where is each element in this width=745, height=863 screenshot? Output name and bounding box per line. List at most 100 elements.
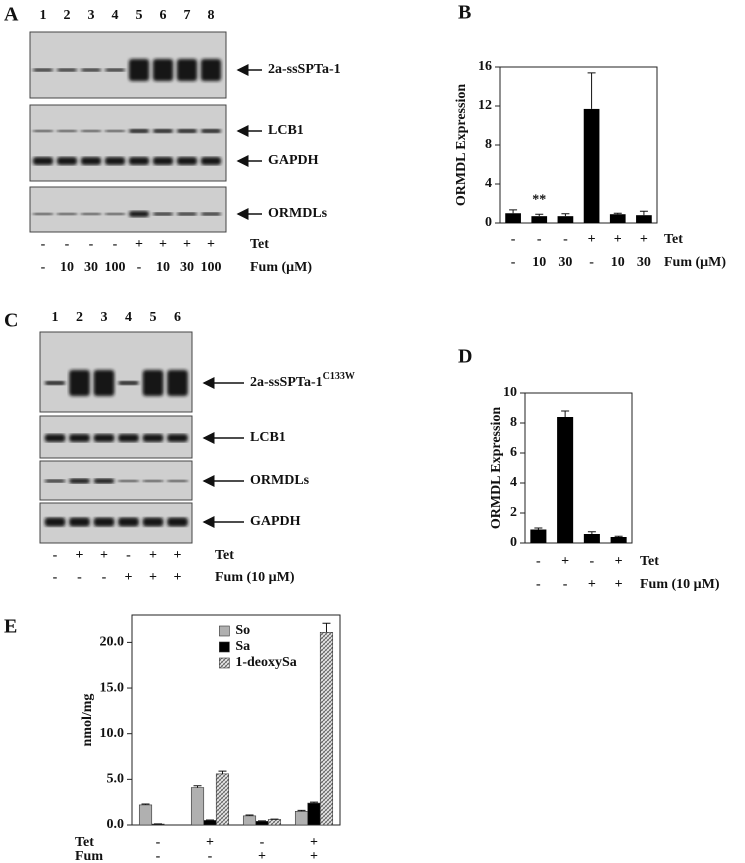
blot-band bbox=[93, 434, 115, 442]
y-tick-label: 20.0 bbox=[100, 635, 125, 650]
band-label: LCB1 bbox=[268, 123, 304, 138]
blot-band bbox=[128, 211, 150, 217]
condition-label: 30 bbox=[180, 260, 194, 275]
condition-label: - bbox=[41, 260, 46, 275]
blot-panel bbox=[29, 186, 227, 233]
condition-name: Tet bbox=[250, 237, 269, 252]
legend-label: 1-deoxySa bbox=[235, 655, 296, 670]
blot-band bbox=[69, 434, 90, 442]
y-tick-label: 8 bbox=[485, 137, 492, 152]
condition-label: + bbox=[76, 548, 84, 563]
blot-band bbox=[200, 212, 222, 216]
band-label-text: ORMDLs bbox=[250, 473, 310, 488]
condition-label: 10 bbox=[611, 255, 625, 270]
panel-letter: E bbox=[4, 616, 17, 638]
blot-band bbox=[200, 59, 222, 81]
blot-band bbox=[104, 213, 126, 215]
lane-number: 6 bbox=[174, 310, 181, 325]
y-tick-label: 6 bbox=[510, 445, 517, 460]
condition-label: - bbox=[589, 255, 594, 270]
blot-band bbox=[56, 130, 78, 132]
condition-name: Tet bbox=[664, 232, 683, 247]
y-tick-label: 5.0 bbox=[107, 772, 125, 787]
plot-frame bbox=[131, 614, 341, 826]
y-axis-label: ORMDL Expression bbox=[489, 407, 504, 529]
bar bbox=[583, 108, 600, 223]
band-label: 2a-ssSPTa-1 bbox=[268, 62, 341, 77]
condition-label: + bbox=[174, 570, 182, 585]
blot-band bbox=[167, 517, 188, 527]
condition-label: + bbox=[159, 237, 167, 252]
legend-label: So bbox=[235, 623, 250, 638]
condition-label: - bbox=[536, 577, 541, 592]
blot-panel bbox=[29, 104, 227, 182]
band-label-superscript: C133W bbox=[323, 371, 355, 382]
blot-band bbox=[80, 213, 102, 215]
blot-band bbox=[128, 59, 150, 81]
band-label-text: LCB1 bbox=[268, 123, 304, 138]
bar bbox=[557, 216, 574, 223]
blot-band bbox=[142, 480, 164, 482]
bar bbox=[215, 773, 230, 826]
condition-label: + bbox=[615, 554, 623, 569]
condition-label: - bbox=[126, 548, 131, 563]
error-bar bbox=[297, 809, 306, 812]
bar bbox=[190, 787, 205, 826]
condition-name: Fum (μM) bbox=[664, 255, 726, 270]
condition-label: + bbox=[183, 237, 191, 252]
legend-swatch bbox=[219, 641, 230, 653]
band-label-text: GAPDH bbox=[268, 153, 319, 168]
blot-band bbox=[32, 157, 54, 165]
y-tick-label: 4 bbox=[510, 475, 517, 490]
bar bbox=[609, 214, 626, 223]
band-label-text: 2a-ssSPTa-1 bbox=[268, 62, 341, 77]
lane-number: 2 bbox=[64, 8, 71, 23]
error-bar bbox=[534, 527, 543, 530]
error-bar bbox=[561, 213, 570, 217]
y-tick-label: 15.0 bbox=[100, 680, 125, 695]
condition-label: 30 bbox=[637, 255, 651, 270]
lane-number: 7 bbox=[184, 8, 191, 23]
error-bar bbox=[535, 213, 544, 217]
blot-band bbox=[56, 157, 78, 165]
blot-band bbox=[176, 129, 198, 133]
condition-label: - bbox=[53, 548, 58, 563]
blot-band bbox=[93, 370, 115, 396]
blot-band bbox=[69, 370, 90, 396]
band-label: LCB1 bbox=[250, 430, 286, 445]
lane-number: 8 bbox=[208, 8, 215, 23]
blot-band bbox=[93, 517, 115, 527]
error-bar bbox=[587, 72, 596, 109]
blot-band bbox=[32, 68, 54, 72]
error-bar bbox=[613, 212, 622, 215]
blot-band bbox=[56, 68, 78, 72]
band-label: ORMDLs bbox=[250, 473, 310, 488]
condition-label: 10 bbox=[156, 260, 170, 275]
y-tick-label: 10.0 bbox=[100, 726, 125, 741]
condition-label: - bbox=[590, 554, 595, 569]
bar bbox=[505, 213, 521, 223]
condition-label: - bbox=[511, 255, 516, 270]
error-bar bbox=[509, 209, 518, 214]
condition-label: - bbox=[156, 835, 161, 850]
bar bbox=[319, 632, 334, 826]
condition-label: + bbox=[174, 548, 182, 563]
condition-label: 30 bbox=[558, 255, 572, 270]
condition-label: + bbox=[149, 548, 157, 563]
blot-panel bbox=[39, 460, 193, 501]
blot-band bbox=[152, 157, 174, 165]
blot-band bbox=[176, 59, 198, 81]
condition-label: 100 bbox=[201, 260, 222, 275]
lane-number: 2 bbox=[76, 310, 83, 325]
condition-label: + bbox=[310, 835, 318, 850]
blot-band bbox=[200, 157, 222, 165]
condition-name: Fum (10 μM) bbox=[640, 577, 720, 592]
blot-band bbox=[56, 213, 78, 215]
blot-band bbox=[32, 213, 54, 215]
y-tick-label: 12 bbox=[478, 98, 492, 113]
condition-label: - bbox=[137, 260, 142, 275]
error-bar bbox=[322, 622, 331, 633]
blot-band bbox=[44, 479, 66, 483]
blot-band bbox=[142, 434, 164, 442]
condition-label: - bbox=[53, 570, 58, 585]
